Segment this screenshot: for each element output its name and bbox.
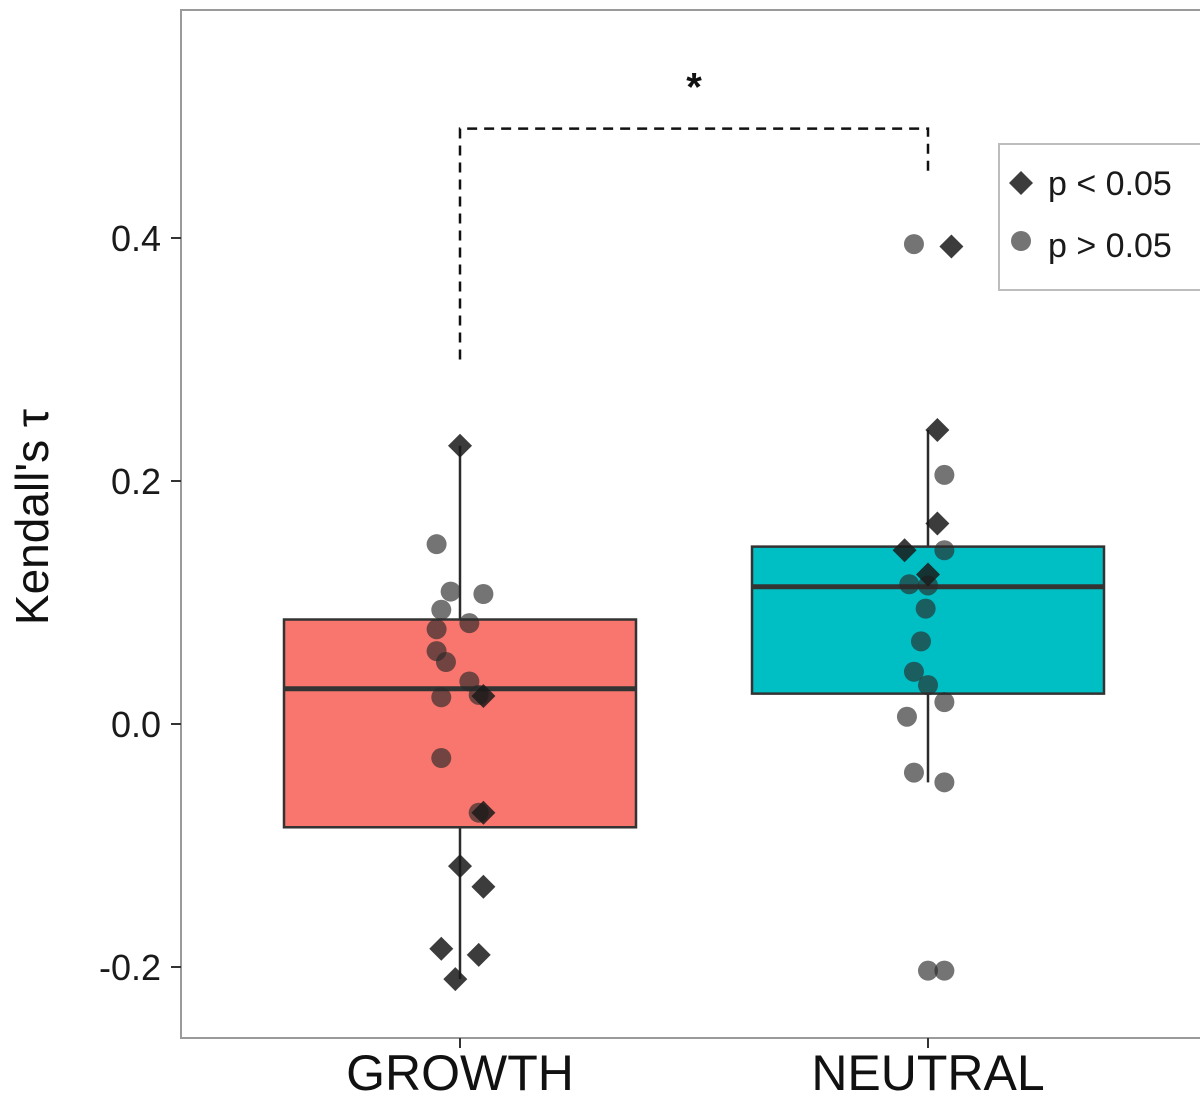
data-point-circle — [426, 534, 447, 555]
significance-bracket — [458, 127, 930, 360]
legend-label: p > 0.05 — [1048, 227, 1172, 265]
data-point-diamond — [466, 942, 491, 967]
box-growth — [282, 618, 638, 829]
significance-label: * — [686, 66, 702, 110]
data-point-circle — [440, 581, 461, 602]
data-point-circle — [896, 706, 917, 727]
x-category-label: NEUTRAL — [811, 1045, 1044, 1095]
legend-label: p < 0.05 — [1048, 165, 1172, 203]
data-point-circle — [899, 574, 920, 595]
data-point-diamond — [892, 538, 917, 563]
y-tick-label: 0.2 — [111, 461, 161, 502]
data-point-diamond — [448, 854, 472, 879]
y-tick-label: 0.0 — [111, 704, 161, 745]
y-axis-title: Kendall's τ — [6, 409, 58, 625]
data-point-circle — [934, 540, 955, 561]
data-point-diamond — [471, 874, 496, 899]
data-point-circle — [435, 652, 456, 673]
legend-diamond-icon — [1009, 171, 1033, 195]
data-point-diamond — [925, 417, 950, 442]
data-point-diamond — [429, 936, 454, 961]
data-point-circle — [934, 692, 955, 713]
data-point-diamond — [916, 562, 940, 587]
data-point-circle — [918, 675, 938, 696]
data-point-circle — [903, 234, 924, 255]
y-tick-label: -0.2 — [99, 947, 161, 988]
x-category-label: GROWTH — [346, 1045, 574, 1095]
data-point-circle — [431, 599, 452, 620]
data-point-circle — [426, 619, 447, 640]
legend-box — [998, 143, 1200, 291]
data-point-diamond — [471, 800, 496, 825]
data-point-circle — [459, 613, 480, 634]
data-point-circle — [910, 631, 931, 652]
data-point-circle — [915, 598, 936, 619]
data-point-diamond — [471, 684, 496, 709]
legend-circle-icon — [1011, 231, 1031, 251]
data-point-diamond — [939, 234, 964, 259]
data-point-circle — [903, 661, 924, 682]
data-point-circle — [934, 772, 955, 793]
data-point-circle — [473, 583, 494, 604]
data-point-diamond — [448, 433, 472, 458]
data-point-circle — [431, 748, 452, 769]
data-point-circle — [903, 762, 924, 783]
data-point-circle — [431, 687, 452, 708]
data-point-diamond — [925, 511, 950, 536]
data-point-circle — [918, 960, 938, 981]
data-point-circle — [934, 960, 955, 981]
y-tick-label: 0.4 — [111, 218, 161, 259]
data-point-diamond — [443, 967, 468, 992]
data-point-circle — [934, 464, 955, 485]
